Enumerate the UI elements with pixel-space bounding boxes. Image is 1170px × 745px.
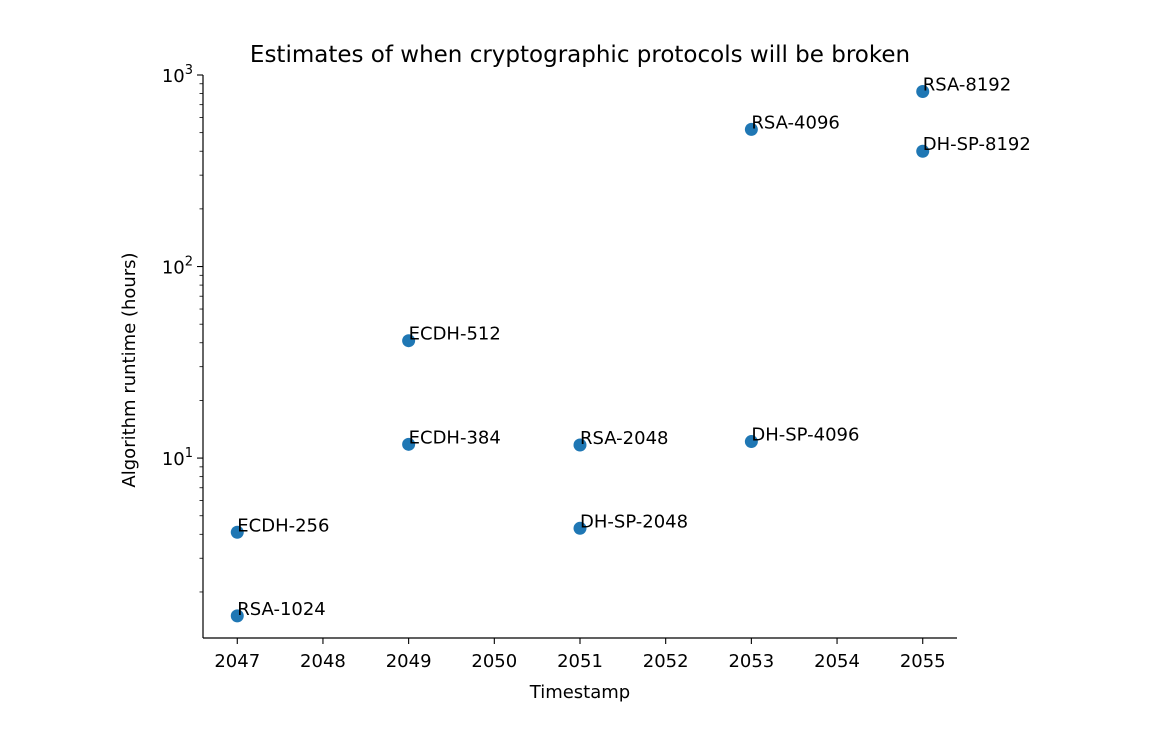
x-tick-label: 2051	[557, 651, 603, 672]
data-point	[230, 525, 244, 539]
data-point-label: RSA-8192	[923, 75, 1012, 96]
data-point-label: RSA-1024	[237, 599, 325, 620]
x-tick-label: 2053	[728, 651, 774, 672]
y-major-ticks: 101 102 103	[162, 63, 203, 470]
data-point	[573, 438, 587, 452]
x-tick-label: 2048	[300, 651, 346, 672]
data-points: RSA-1024 ECDH-256 ECDH-384 ECDH-512 RSA-2048…	[230, 75, 1031, 623]
data-point	[916, 144, 930, 158]
data-point	[916, 85, 930, 99]
y-tick-label: 103	[162, 63, 193, 87]
data-point	[744, 122, 758, 136]
x-tick-label: 2052	[643, 651, 689, 672]
data-point	[744, 435, 758, 449]
data-point-label: ECDH-384	[409, 427, 501, 448]
y-tick-label: 102	[162, 255, 193, 279]
data-point-label: RSA-4096	[751, 112, 840, 133]
x-ticks: 2047 2048 2049 2050 2051 2052 2053 2054 2055	[214, 638, 946, 672]
data-point	[402, 334, 416, 348]
x-tick-label: 2050	[471, 651, 517, 672]
data-point	[573, 521, 587, 535]
data-point-label: RSA-2048	[580, 428, 669, 449]
data-point	[402, 437, 416, 451]
x-axis-label: Timestamp	[529, 682, 630, 703]
data-point-label: DH-SP-8192	[923, 134, 1031, 155]
chart-title: Estimates of when cryptographic protocol…	[250, 42, 910, 68]
data-point-label: ECDH-512	[409, 324, 501, 345]
y-axis-label: Algorithm runtime (hours)	[119, 252, 140, 487]
data-point-label: ECDH-256	[237, 515, 329, 536]
data-point	[230, 609, 244, 623]
data-point-label: DH-SP-4096	[751, 425, 859, 446]
x-tick-label: 2055	[900, 651, 946, 672]
x-tick-label: 2047	[214, 651, 260, 672]
y-tick-label: 101	[162, 446, 193, 470]
data-point-label: DH-SP-2048	[580, 511, 688, 532]
x-tick-label: 2049	[386, 651, 432, 672]
x-tick-label: 2054	[814, 651, 860, 672]
